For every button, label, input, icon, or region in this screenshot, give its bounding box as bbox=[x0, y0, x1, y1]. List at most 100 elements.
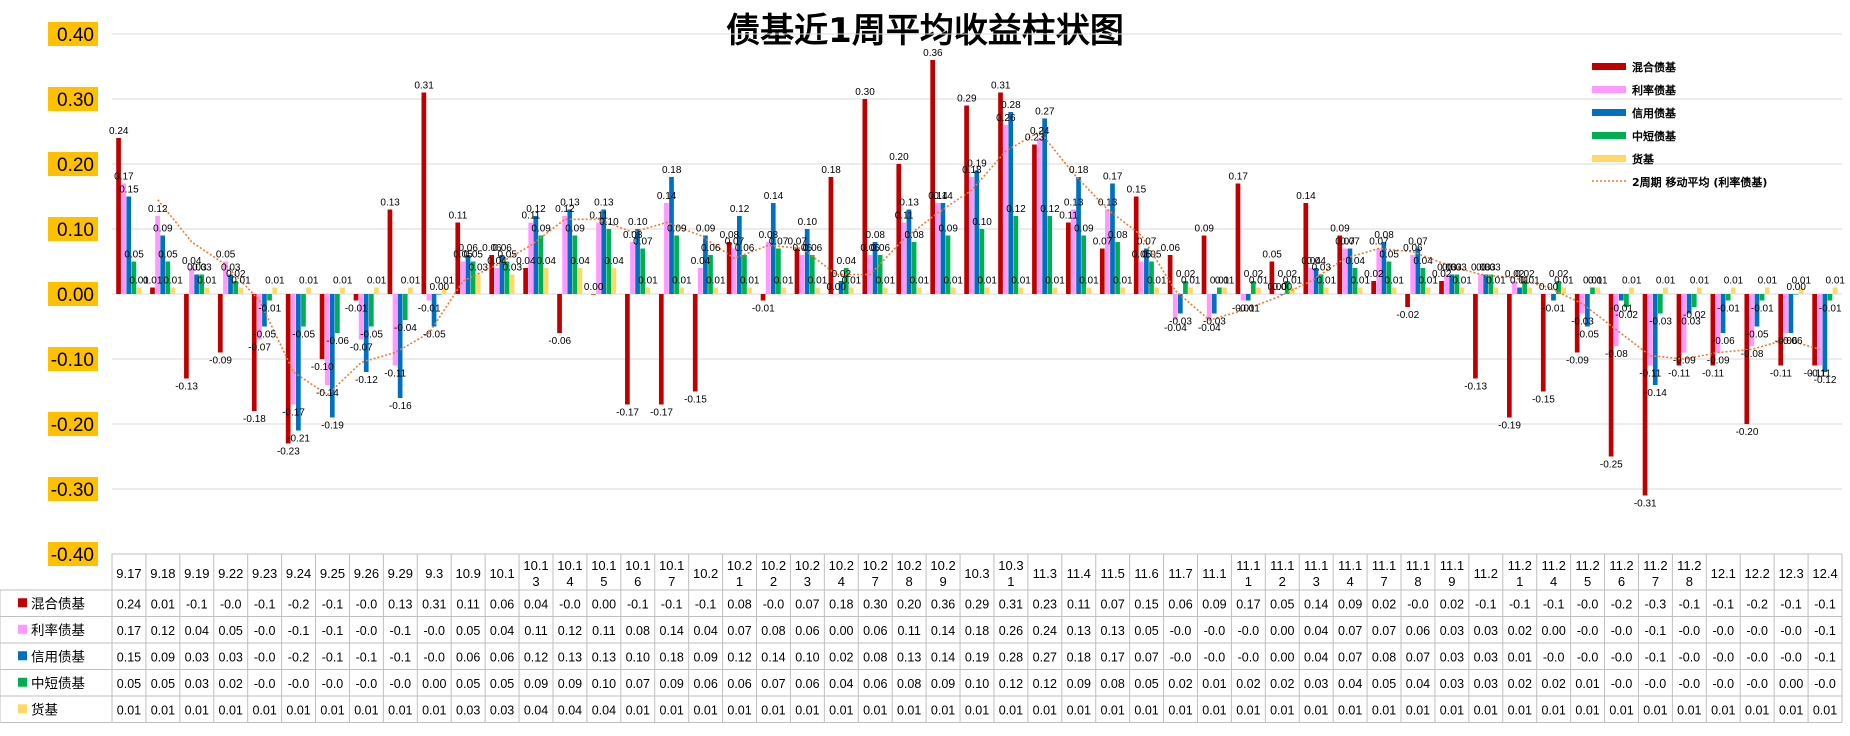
data-label: 0.09 bbox=[153, 224, 173, 235]
category-label: 10.1 bbox=[489, 566, 514, 581]
data-label: 0.07 bbox=[787, 237, 807, 248]
bar-3-20 bbox=[809, 255, 815, 294]
table-cell: -0.0 bbox=[220, 597, 242, 611]
category-label: 9.22 bbox=[218, 566, 243, 581]
category-label: 10.2 bbox=[930, 558, 955, 573]
bar-2-33 bbox=[1245, 294, 1251, 301]
bar-3-44 bbox=[1624, 294, 1629, 307]
table-cell: -0.0 bbox=[1577, 624, 1599, 638]
table-cell: -0.1 bbox=[186, 597, 208, 611]
table-cell: -0.0 bbox=[1170, 624, 1192, 638]
bar-0-50 bbox=[1812, 294, 1817, 366]
category-label: 1 bbox=[736, 574, 743, 589]
table-cell: 0.01 bbox=[1202, 677, 1226, 691]
data-label: -0.31 bbox=[1634, 499, 1657, 510]
bar-1-15 bbox=[630, 242, 635, 294]
data-label: 0.11 bbox=[449, 211, 468, 222]
bar-4-40 bbox=[1493, 287, 1499, 294]
y-axis-ticks: 0.40 0.30 0.20 0.10 0.00 -0.10 -0.20 -0.30 -0.40 bbox=[48, 22, 98, 566]
bar-0-26 bbox=[998, 92, 1003, 294]
data-label: 0.02 bbox=[1549, 269, 1569, 280]
bar-3-35 bbox=[1318, 274, 1324, 294]
bar-0-40 bbox=[1473, 294, 1478, 379]
data-label: 0.02 bbox=[1244, 269, 1264, 280]
table-cell: 0.12 bbox=[1033, 677, 1057, 691]
data-label: 0.01 bbox=[1520, 276, 1540, 287]
data-label: 0.12 bbox=[148, 204, 168, 215]
data-label: 0.01 bbox=[808, 276, 828, 287]
bar-0-30 bbox=[1133, 196, 1139, 294]
bar-3-47 bbox=[1725, 294, 1731, 301]
table-cell: 0.13 bbox=[388, 597, 412, 611]
category-label: 10.2 bbox=[693, 566, 718, 581]
data-label: 0.03 bbox=[1447, 263, 1467, 274]
table-legend-key bbox=[18, 624, 27, 634]
y-tick-highlight bbox=[48, 217, 98, 241]
data-label: 0.00 bbox=[826, 282, 846, 293]
data-label: -0.09 bbox=[1707, 356, 1730, 367]
table-cell: 0.12 bbox=[727, 650, 751, 664]
category-label: 10.1 bbox=[659, 558, 684, 573]
table-cell: -0.1 bbox=[661, 597, 683, 611]
data-label: 0.01 bbox=[1113, 276, 1133, 287]
bar-0-6 bbox=[319, 294, 325, 359]
data-label: 0.03 bbox=[469, 263, 489, 274]
data-label: 0.03 bbox=[1471, 263, 1491, 274]
table-legend-key bbox=[18, 651, 27, 661]
bar-1-43 bbox=[1579, 294, 1585, 314]
table-cell: 0.12 bbox=[558, 624, 582, 638]
table-cell: 0.10 bbox=[626, 650, 650, 664]
y-tick-highlight bbox=[48, 152, 98, 176]
bar-3-31 bbox=[1183, 281, 1188, 294]
table-cell: 0.30 bbox=[863, 597, 887, 611]
bar-0-1 bbox=[150, 287, 155, 294]
bar-0-19 bbox=[760, 294, 766, 301]
data-label: 0.03 bbox=[1442, 263, 1462, 274]
table-cell: 0.00 bbox=[1541, 624, 1565, 638]
table-cell: -0.0 bbox=[356, 624, 378, 638]
bar-2-6 bbox=[329, 294, 335, 418]
data-label: 0.03 bbox=[187, 263, 207, 274]
data-label: -0.21 bbox=[287, 434, 310, 445]
data-label: 0.01 bbox=[1690, 276, 1710, 287]
category-label: 11.2 bbox=[1677, 558, 1701, 573]
data-label: -0.04 bbox=[394, 323, 417, 334]
bar-0-17 bbox=[692, 294, 698, 392]
bar-1-1 bbox=[155, 216, 160, 294]
table-cell: 0.06 bbox=[863, 677, 887, 691]
data-label: 0.00 bbox=[1786, 282, 1806, 293]
table-cell: 0.00 bbox=[422, 677, 446, 691]
data-label: 0.18 bbox=[962, 165, 982, 176]
table-cell: 0.05 bbox=[490, 677, 514, 691]
data-label: -0.01 bbox=[258, 304, 281, 315]
table-cell: 0.04 bbox=[829, 677, 853, 691]
table-cell: 0.01 bbox=[1711, 703, 1735, 717]
table-cell: 0.05 bbox=[1134, 677, 1158, 691]
bar-3-2 bbox=[199, 274, 205, 294]
bar-4-2 bbox=[204, 287, 210, 294]
data-label: 0.11 bbox=[589, 211, 608, 222]
table-cell: 0.07 bbox=[1372, 624, 1396, 638]
bar-4-45 bbox=[1663, 287, 1668, 294]
bar-2-42 bbox=[1551, 294, 1556, 301]
table-cell: -0.0 bbox=[1645, 677, 1667, 691]
table-cell: 0.01 bbox=[1508, 650, 1532, 664]
data-label: -0.02 bbox=[1683, 310, 1706, 321]
data-label: -0.06 bbox=[1712, 336, 1735, 347]
data-label: 0.02 bbox=[832, 269, 852, 280]
bar-2-41 bbox=[1517, 287, 1522, 294]
bar-2-20 bbox=[804, 229, 810, 294]
bar-1-46 bbox=[1681, 294, 1687, 353]
bar-2-3 bbox=[228, 274, 233, 294]
data-label: 0.10 bbox=[798, 217, 818, 228]
table-cell: 0.06 bbox=[1168, 597, 1192, 611]
bar-1-33 bbox=[1240, 294, 1246, 301]
table-cell: 0.03 bbox=[1304, 677, 1328, 691]
table-cell: 0.27 bbox=[1033, 650, 1057, 664]
bar-1-34 bbox=[1274, 294, 1280, 295]
data-label: 0.01 bbox=[1210, 276, 1230, 287]
table-cell: 0.31 bbox=[999, 597, 1023, 611]
table-cell: 0.05 bbox=[1134, 624, 1158, 638]
data-label: -0.09 bbox=[209, 356, 232, 367]
category-label: 11.2 bbox=[1541, 558, 1565, 573]
